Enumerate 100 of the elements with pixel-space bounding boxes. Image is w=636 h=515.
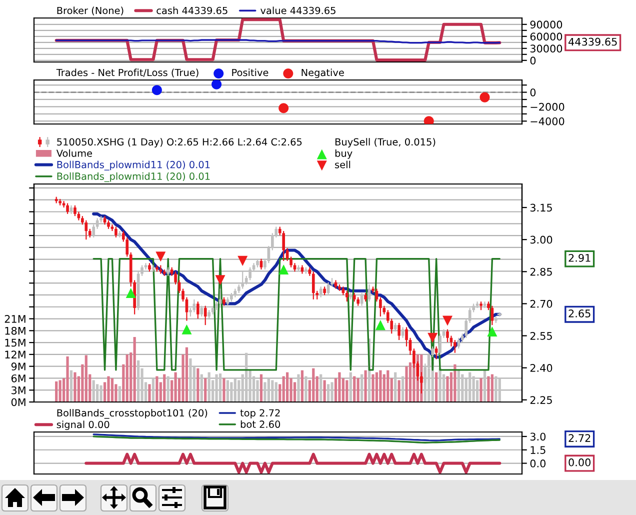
bar — [483, 370, 486, 402]
candlestick — [312, 271, 315, 300]
legend-label: 510050.XSHG (1 Day) O:2.65 H:2.66 L:2.64 C:2.65 — [57, 138, 302, 148]
y-tick-label: 9M — [11, 362, 26, 370]
candlestick — [346, 290, 348, 302]
line-series — [92, 436, 500, 444]
y-tick-label: 0M — [11, 398, 26, 406]
y-tick-label: 6M — [11, 374, 26, 382]
bar — [58, 380, 62, 402]
bar — [487, 376, 490, 402]
y-tick-label: 0 — [530, 88, 536, 96]
bar — [133, 336, 136, 402]
bar — [274, 382, 278, 402]
legend-label: value 44339.65 — [260, 6, 336, 14]
candlestick — [66, 202, 69, 214]
bar — [148, 384, 151, 402]
point — [278, 103, 289, 114]
y2-tick-label: 2.55 — [530, 332, 552, 340]
bar — [472, 376, 475, 402]
bar — [498, 378, 501, 402]
bar — [107, 376, 110, 402]
bar — [372, 374, 374, 402]
bar — [349, 372, 352, 402]
bar — [267, 378, 270, 402]
point — [278, 264, 289, 274]
candlestick — [446, 328, 449, 343]
candlestick — [74, 204, 76, 217]
bar — [55, 381, 58, 402]
candlestick — [434, 346, 438, 360]
bar — [494, 376, 498, 402]
bar — [326, 384, 330, 402]
bar — [70, 370, 73, 402]
candlestick — [114, 226, 118, 238]
bar — [293, 382, 296, 402]
legend-label: Volume — [56, 149, 92, 157]
point — [428, 332, 438, 343]
legend-label: cash 44339.65 — [156, 6, 228, 14]
bar — [200, 374, 203, 402]
bar — [438, 368, 442, 402]
text: 2.91 — [568, 254, 590, 262]
text: 2.72 — [568, 434, 590, 442]
y2-tick-label: 2.85 — [530, 268, 552, 276]
candlestick — [490, 305, 494, 326]
point — [212, 80, 222, 90]
legend-title: BollBands_crosstopbot101 (20) — [57, 409, 208, 419]
legend-label: BollBands_plowmid11 (20) 0.01 — [57, 160, 210, 170]
bar — [260, 374, 263, 402]
bar — [476, 380, 479, 402]
bar — [312, 368, 315, 402]
bar — [375, 372, 378, 402]
bar — [196, 368, 200, 402]
bar — [156, 376, 158, 402]
bar — [226, 380, 230, 402]
bar — [435, 372, 438, 402]
bar — [218, 373, 222, 402]
y-tick-label: 1.5 — [530, 446, 546, 454]
y2-tick-label: 2.25 — [530, 396, 552, 404]
candlestick — [319, 286, 322, 298]
bar — [92, 380, 95, 402]
bar — [401, 376, 404, 402]
bar — [446, 376, 449, 402]
legend-label: Positive — [232, 68, 268, 76]
bar — [185, 347, 188, 402]
legend-label: Negative — [302, 68, 344, 78]
bar — [346, 380, 348, 402]
bar — [230, 382, 233, 402]
bar — [408, 362, 412, 402]
bar — [386, 370, 390, 402]
text: 2.65 — [568, 310, 590, 318]
candlestick — [267, 245, 270, 264]
bar — [480, 378, 482, 402]
legend-label: bot 2.60 — [240, 420, 280, 428]
legend-label: top 2.72 — [240, 409, 280, 418]
y-tick-label: 18M — [5, 326, 26, 335]
point — [480, 92, 490, 102]
y-tick-label: −4000 — [530, 117, 564, 126]
bar — [304, 376, 308, 402]
y-tick-label: 12M — [5, 350, 26, 358]
bar — [382, 374, 386, 402]
y-tick-label: −2000 — [530, 102, 564, 111]
bar — [461, 374, 464, 402]
bar — [330, 382, 334, 402]
bar — [320, 374, 322, 402]
bar — [118, 386, 121, 402]
bar — [256, 380, 259, 402]
bar — [338, 372, 341, 402]
bar — [66, 356, 69, 402]
bar — [356, 378, 360, 402]
point — [442, 316, 453, 326]
y-tick-label: 15M — [5, 338, 26, 347]
y-tick-label: 0 — [530, 56, 536, 65]
bar — [110, 378, 114, 402]
bar — [394, 372, 397, 402]
bar — [84, 355, 88, 402]
bar — [189, 358, 192, 402]
bar — [264, 382, 266, 402]
bar — [286, 372, 289, 402]
point — [375, 320, 386, 330]
bar — [360, 374, 364, 402]
candlestick — [464, 318, 468, 338]
